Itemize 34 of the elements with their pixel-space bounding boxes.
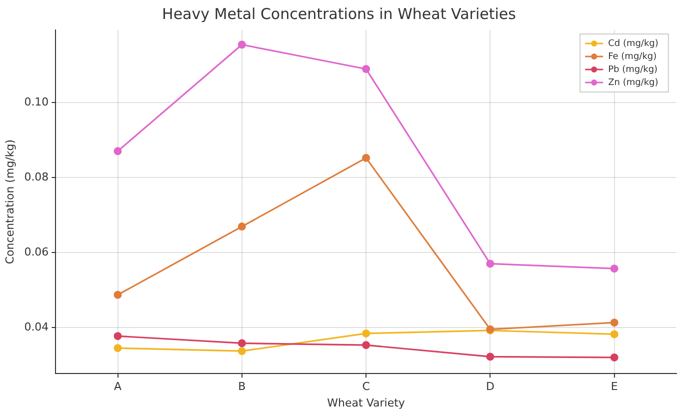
point bbox=[362, 341, 370, 350]
legend-label: Fe (mg/kg) bbox=[608, 52, 657, 62]
y-tick-label: 0.04 bbox=[24, 320, 49, 334]
x-axis-title: Wheat Variety bbox=[327, 396, 406, 410]
point bbox=[238, 40, 246, 49]
y-axis-title: Concentration (mg/kg) bbox=[3, 139, 16, 264]
y-tick-label: 0.06 bbox=[24, 245, 49, 258]
legend-label: Zn (mg/kg) bbox=[608, 78, 658, 88]
point bbox=[238, 222, 246, 231]
x-tick-label: E bbox=[610, 380, 618, 394]
point bbox=[114, 344, 122, 352]
x-tick-label: B bbox=[238, 380, 246, 394]
point bbox=[362, 154, 370, 162]
y-tick-label: 0.10 bbox=[24, 95, 49, 108]
x-tick-label: C bbox=[362, 380, 370, 394]
point bbox=[238, 339, 246, 348]
point bbox=[362, 65, 370, 74]
point bbox=[610, 264, 618, 273]
legend-label: Pb (mg/kg) bbox=[608, 64, 658, 75]
point bbox=[486, 352, 494, 361]
x-tick-label: A bbox=[114, 380, 122, 394]
point bbox=[362, 329, 370, 338]
point bbox=[114, 290, 122, 299]
point bbox=[114, 332, 122, 340]
chart-title: Heavy Metal Concentrations in Wheat Varieties bbox=[162, 4, 516, 23]
point bbox=[238, 347, 246, 356]
point bbox=[610, 318, 618, 327]
point bbox=[114, 147, 122, 156]
point bbox=[610, 330, 618, 338]
point bbox=[486, 260, 494, 268]
legend-label: Cd (mg/kg) bbox=[608, 38, 658, 49]
x-tick-label: D bbox=[486, 380, 494, 394]
point bbox=[610, 353, 618, 362]
y-tick-label: 0.08 bbox=[24, 170, 49, 184]
